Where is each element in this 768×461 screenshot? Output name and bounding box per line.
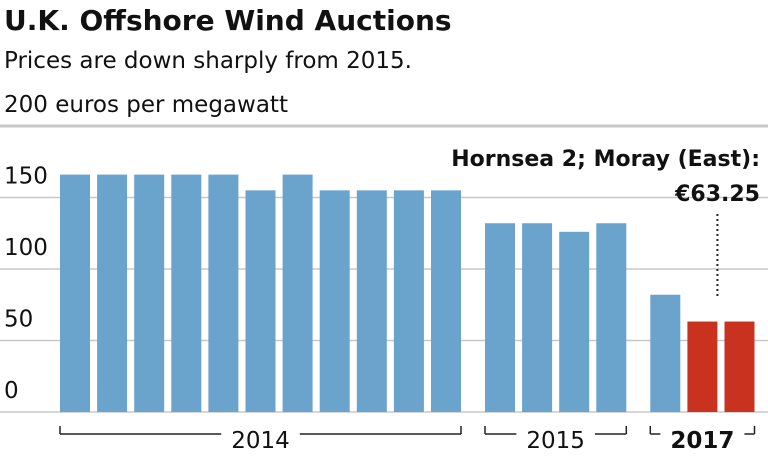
group-label: 2017 [670,428,734,454]
bar [485,223,515,412]
y-tick-label: 50 [4,307,33,333]
value-label: €63.25 [674,182,760,207]
bar [245,190,276,412]
bar [208,174,239,412]
group-label: 2015 [526,428,585,454]
bar [97,174,128,412]
bar [134,174,165,412]
y-tick-label: 100 [4,235,48,261]
bar [650,294,681,412]
bar [393,190,424,412]
bar [60,174,90,412]
group-label: 2014 [231,428,290,454]
bar [687,321,718,412]
bar [282,174,313,412]
bar [171,174,202,412]
bar [596,223,627,412]
y-tick-label: 0 [4,378,19,404]
annotation: Hornsea 2; Moray (East): [451,147,760,172]
bar [724,321,755,412]
bar [356,190,387,412]
y-tick-label: 200 euros per megawatt [4,92,288,118]
bar [559,231,590,412]
y-tick-label: 150 [4,164,48,190]
bar [522,223,553,412]
chart-title: U.K. Offshore Wind Auctions [4,4,452,37]
bar [319,190,350,412]
chart-subtitle: Prices are down sharply from 2015. [4,48,412,74]
bar [431,190,461,412]
